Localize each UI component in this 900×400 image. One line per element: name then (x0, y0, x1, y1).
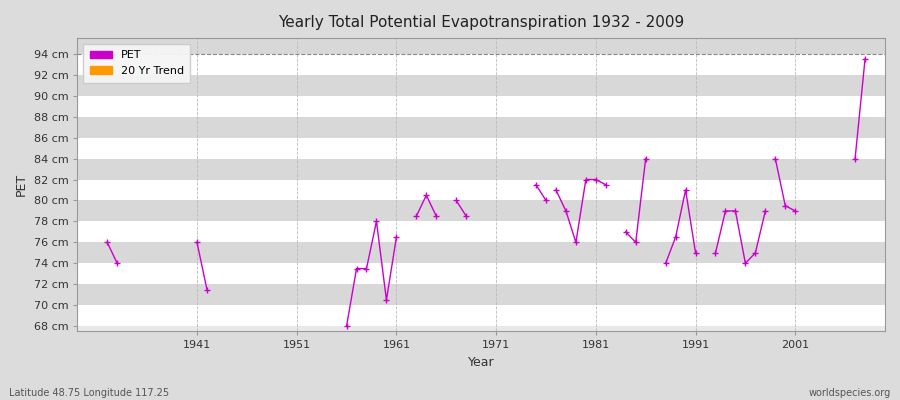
Bar (77, 284, 885, 305)
Bar (77, 222, 885, 242)
Text: worldspecies.org: worldspecies.org (809, 388, 891, 398)
Bar (77, 263, 885, 284)
Text: Latitude 48.75 Longitude 117.25: Latitude 48.75 Longitude 117.25 (9, 388, 169, 398)
Bar (77, 33, 885, 54)
Bar (77, 96, 885, 117)
Bar (77, 242, 885, 263)
Bar (77, 75, 885, 96)
Bar (77, 180, 885, 200)
Bar (77, 158, 885, 180)
X-axis label: Year: Year (468, 356, 494, 369)
Bar (77, 138, 885, 158)
Bar (77, 117, 885, 138)
Bar (77, 54, 885, 75)
Legend: PET, 20 Yr Trend: PET, 20 Yr Trend (83, 44, 191, 82)
Y-axis label: PET: PET (15, 173, 28, 196)
Bar (77, 200, 885, 222)
Bar (77, 305, 885, 326)
Title: Yearly Total Potential Evapotranspiration 1932 - 2009: Yearly Total Potential Evapotranspiratio… (278, 15, 684, 30)
